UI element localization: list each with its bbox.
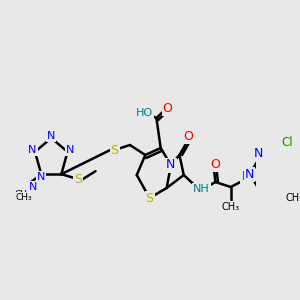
Text: CH₃: CH₃ — [16, 193, 32, 202]
Text: N: N — [66, 145, 74, 155]
Text: N: N — [254, 147, 263, 161]
Text: CH₃: CH₃ — [222, 202, 240, 212]
Text: CH₃: CH₃ — [285, 193, 300, 202]
Text: HO: HO — [136, 108, 153, 118]
Text: NH: NH — [193, 184, 210, 194]
Text: S: S — [110, 143, 118, 157]
Text: N: N — [166, 158, 176, 172]
Text: N: N — [28, 145, 37, 155]
Text: N: N — [27, 184, 35, 194]
Text: N: N — [47, 131, 56, 141]
Text: S: S — [146, 191, 154, 205]
Text: N: N — [37, 172, 45, 182]
Text: N: N — [245, 167, 254, 181]
Text: Cl: Cl — [282, 136, 293, 149]
Text: O: O — [183, 130, 193, 142]
Text: N: N — [28, 182, 37, 192]
Text: N: N — [242, 170, 251, 184]
Text: O: O — [210, 158, 220, 170]
Text: CH₃: CH₃ — [15, 190, 31, 199]
Text: O: O — [163, 101, 172, 115]
Text: S: S — [74, 173, 83, 186]
